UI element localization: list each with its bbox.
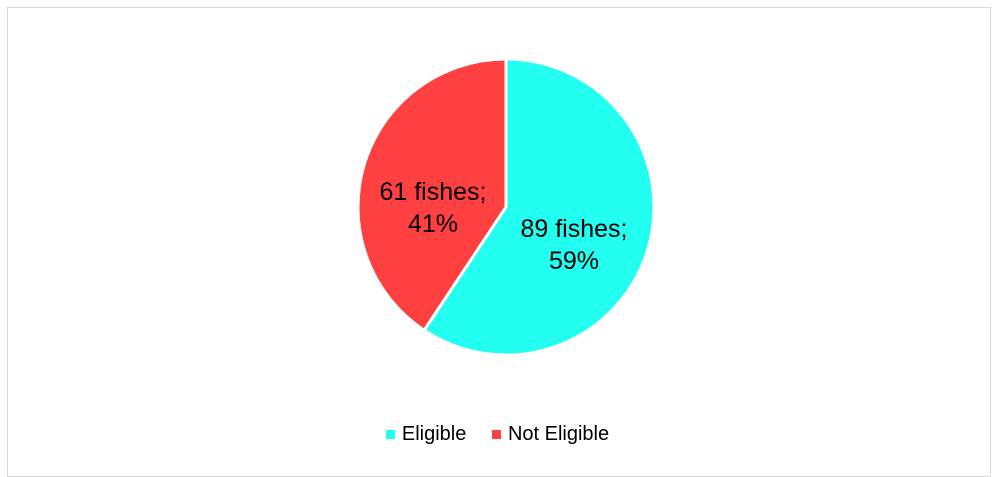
- legend-label-not-eligible: Not Eligible: [507, 423, 610, 445]
- legend-swatch-eligible: [385, 430, 395, 439]
- chart-legend: Eligible Not Eligible: [0, 422, 995, 446]
- data-label-not-eligible: 61 fishes; 41%: [379, 178, 486, 238]
- legend-item-eligible: Eligible: [385, 423, 467, 446]
- legend-item-not-eligible: Not Eligible: [491, 423, 610, 446]
- pie-slice-not-eligible: [356, 57, 508, 332]
- legend-label-eligible: Eligible: [401, 423, 467, 445]
- legend-swatch-not-eligible: [491, 430, 501, 439]
- data-label-eligible: 89 fishes; 59%: [520, 215, 627, 275]
- pie-chart: 89 fishes; 59% 61 fishes; 41%: [356, 57, 656, 357]
- pie-slice-eligible: [422, 57, 656, 357]
